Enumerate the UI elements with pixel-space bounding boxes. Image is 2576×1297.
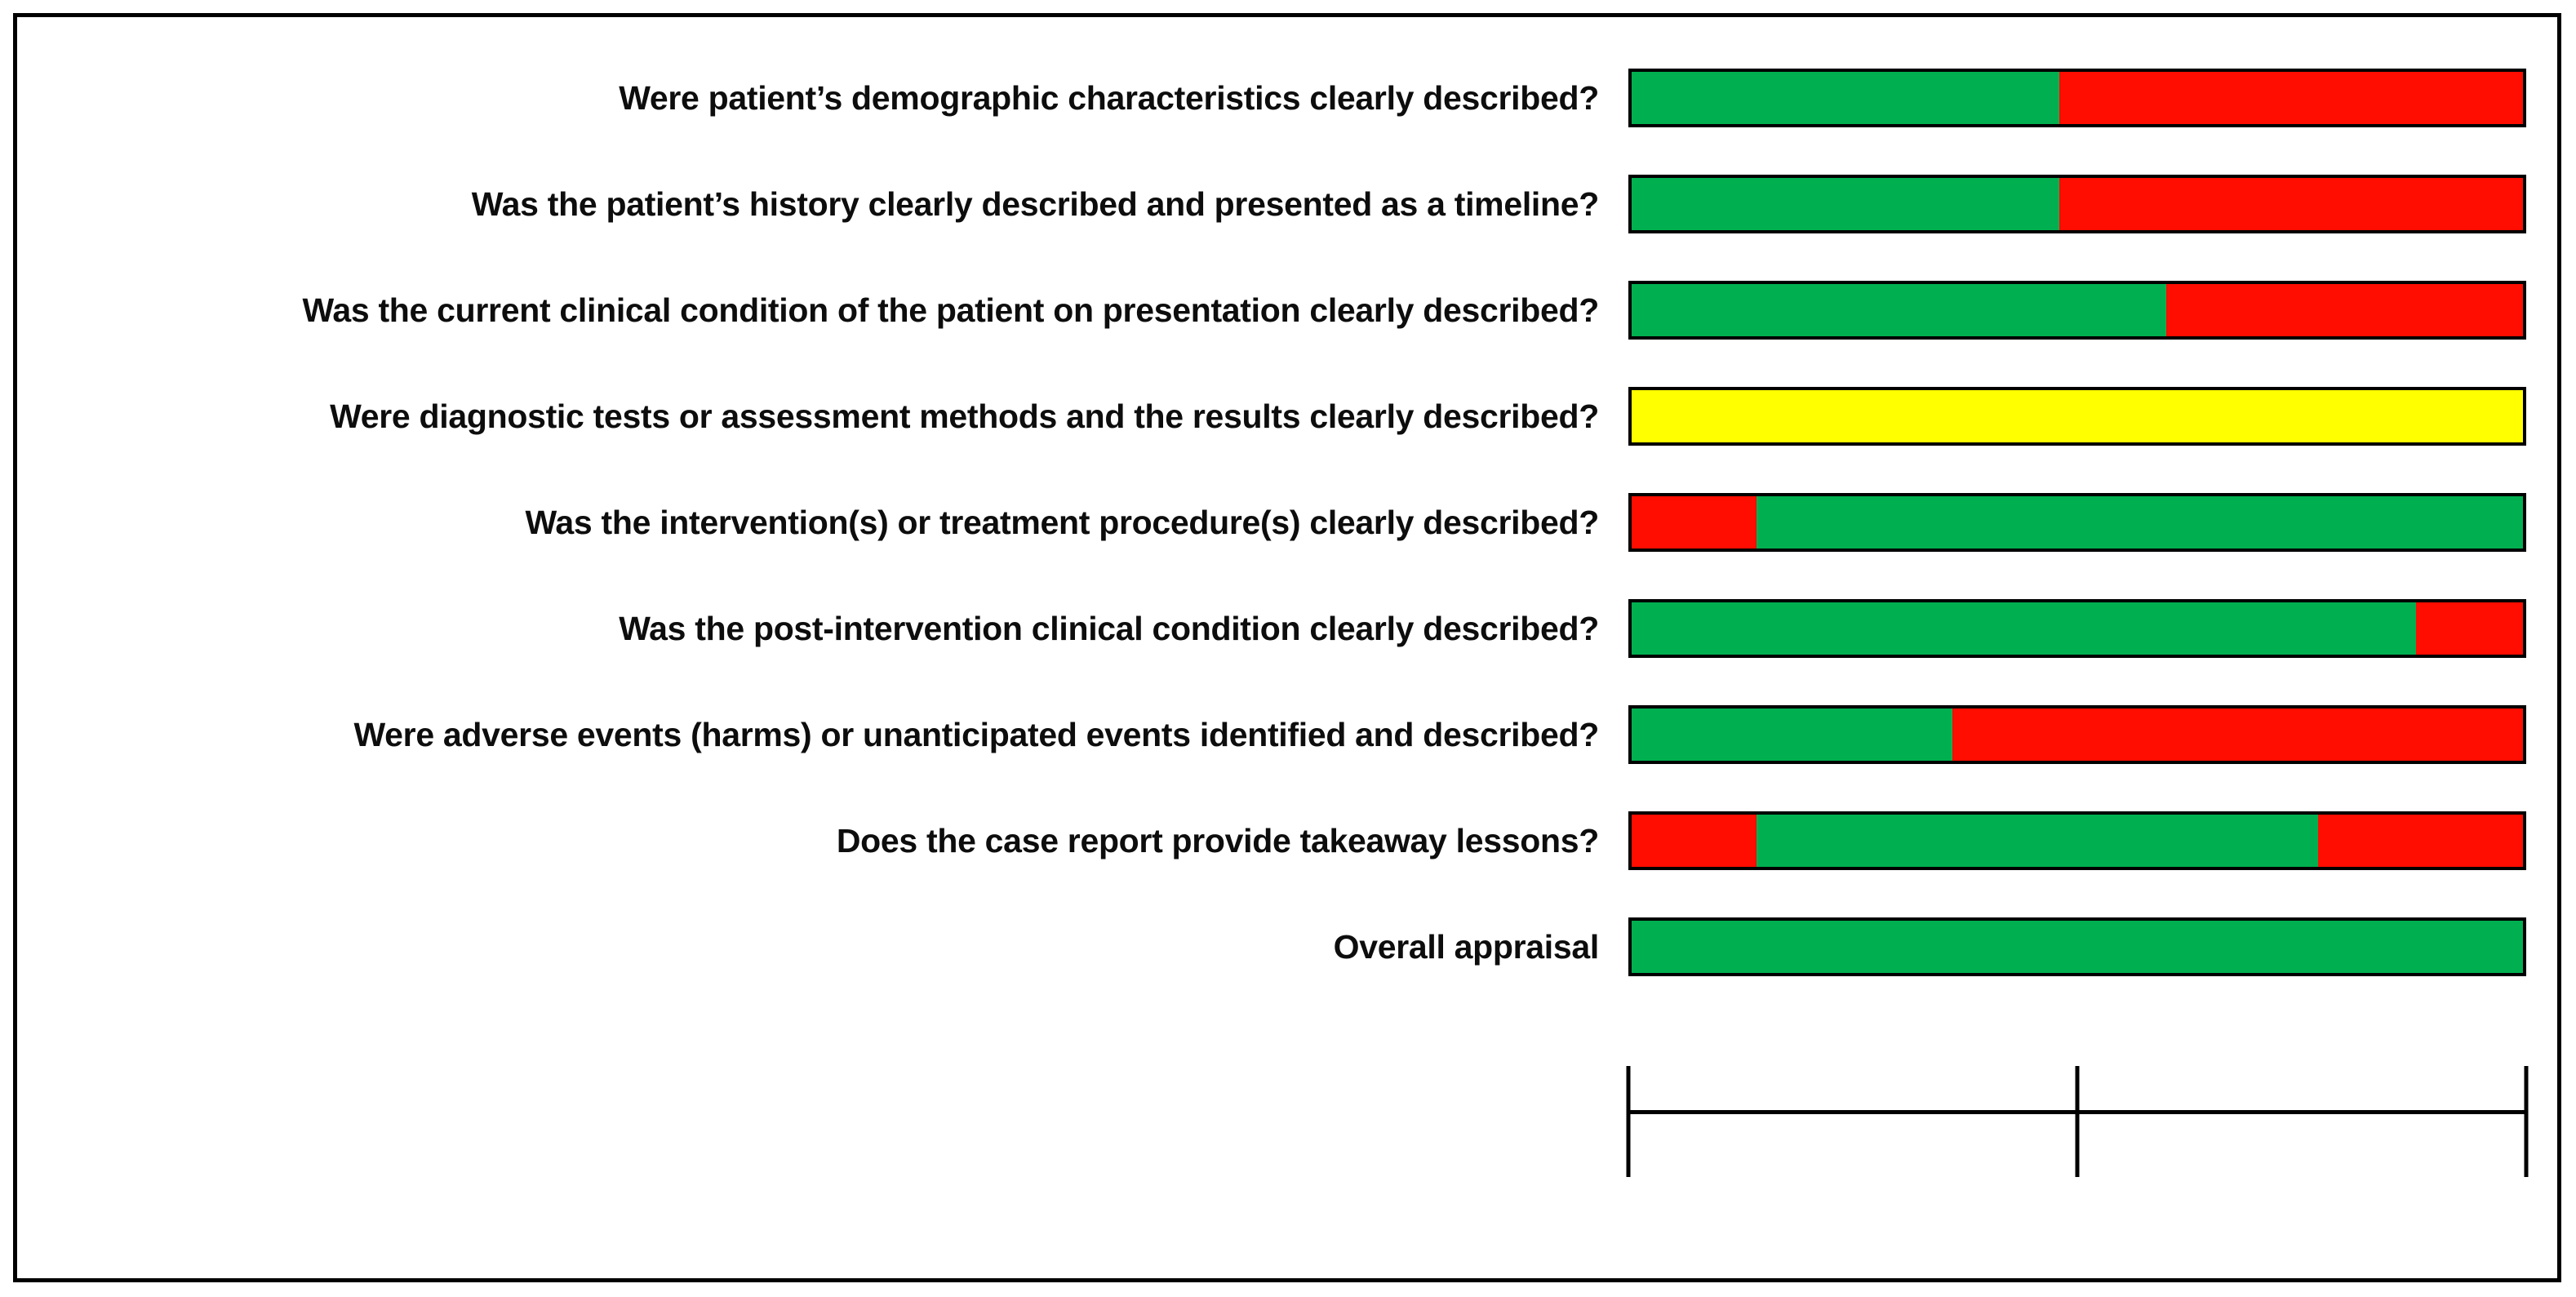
bar-segment-no: [2166, 284, 2523, 336]
x-axis: [1626, 1066, 2529, 1180]
bar-segment-no: [2415, 602, 2523, 655]
bar-segment-unclear: [1632, 390, 2523, 442]
stacked-bar: [1628, 705, 2526, 764]
bar-segment-no: [2317, 815, 2523, 867]
bar-segment-yes: [1632, 178, 2060, 230]
category-label: Overall appraisal: [1333, 928, 1600, 966]
category-label: Were adverse events (harms) or unanticip…: [353, 716, 1600, 753]
stacked-bar: [1628, 387, 2526, 446]
category-label: Were patient’s demographic characteristi…: [619, 79, 1599, 117]
bar-row: Was the post-intervention clinical condi…: [17, 599, 2557, 658]
stacked-bar: [1628, 281, 2526, 340]
stacked-bar: [1628, 493, 2526, 552]
category-label: Was the post-intervention clinical condi…: [619, 610, 1599, 647]
bar-segment-no: [2059, 178, 2523, 230]
stacked-bar: [1628, 175, 2526, 233]
x-axis-tick: [2524, 1066, 2529, 1177]
category-label: Were diagnostic tests or assessment meth…: [330, 398, 1599, 435]
bar-row: Were adverse events (harms) or unanticip…: [17, 705, 2557, 764]
stacked-bar: [1628, 599, 2526, 658]
stacked-bar: [1628, 917, 2526, 976]
bar-segment-yes: [1632, 284, 2167, 336]
category-label: Was the patient’s history clearly descri…: [471, 185, 1600, 223]
bar-segment-yes: [1632, 921, 2523, 973]
x-axis-tick: [1626, 1066, 1631, 1177]
bar-segment-no: [2059, 72, 2523, 124]
bar-row: Was the intervention(s) or treatment pro…: [17, 493, 2557, 552]
x-axis-tick: [2075, 1066, 2080, 1177]
stacked-bar: [1628, 69, 2526, 127]
bar-row: Was the current clinical condition of th…: [17, 281, 2557, 340]
bar-segment-yes: [1632, 602, 2416, 655]
bar-rows: Were patient’s demographic characteristi…: [17, 17, 2557, 1278]
bar-segment-no: [1632, 815, 1757, 867]
bar-row: Was the patient’s history clearly descri…: [17, 175, 2557, 233]
category-label: Was the current clinical condition of th…: [302, 291, 1599, 329]
category-label: Does the case report provide takeaway le…: [836, 822, 1599, 859]
bar-segment-no: [1632, 496, 1757, 549]
category-label: Was the intervention(s) or treatment pro…: [525, 504, 1600, 541]
bar-segment-yes: [1632, 708, 1953, 761]
bar-segment-no: [1952, 708, 2523, 761]
stacked-bar: [1628, 811, 2526, 870]
bar-segment-yes: [1632, 72, 2060, 124]
bar-row: Were diagnostic tests or assessment meth…: [17, 387, 2557, 446]
bar-row: Were patient’s demographic characteristi…: [17, 69, 2557, 127]
bar-segment-yes: [1756, 815, 2318, 867]
bar-row: Overall appraisal: [17, 917, 2557, 976]
bar-row: Does the case report provide takeaway le…: [17, 811, 2557, 870]
bar-segment-yes: [1756, 496, 2523, 549]
chart-frame: Were patient’s demographic characteristi…: [13, 13, 2561, 1282]
